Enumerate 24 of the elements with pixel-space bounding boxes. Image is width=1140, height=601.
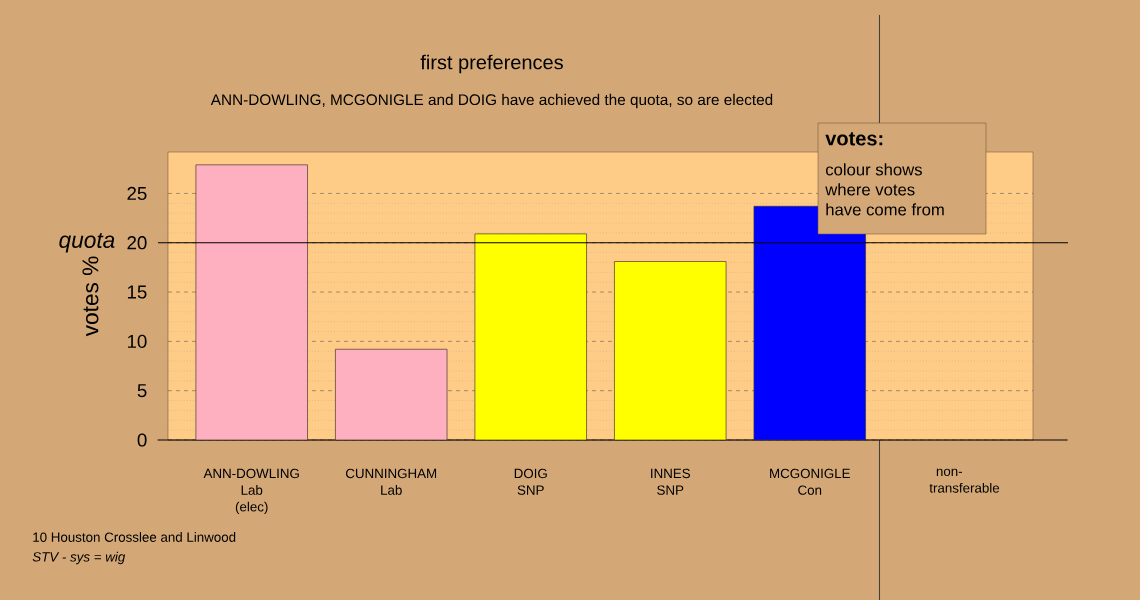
y-tick-label: 25 (127, 187, 147, 201)
bar (195, 164, 308, 441)
y-tick-label: 0 (137, 433, 147, 447)
x-tick-label: non-transferable (929, 468, 1000, 493)
bar (614, 261, 727, 441)
chart-subtitle: ANN-DOWLING, MCGONIGLE and DOIG have achieved the quota, so are elected (210, 94, 773, 109)
ref-line-label: quota (59, 233, 115, 253)
annotation: colour shows where votes have come from (825, 163, 944, 216)
x-tick-label: MCGONIGLE Con (770, 468, 850, 496)
y-tick-label: 5 (137, 384, 147, 398)
y-tick-label: 20 (127, 236, 147, 250)
y-tick-label: 15 (127, 285, 147, 299)
bar (474, 233, 587, 441)
text: STV - sys = wig (32, 552, 126, 565)
text: 10 Houston Crosslee and Linwood (33, 532, 236, 543)
y-axis-title: votes % (82, 256, 99, 337)
x-tick-label: ANN-DOWLING Lab (elec) (203, 468, 299, 515)
x-tick-label: CUNNINGHAM Lab (345, 468, 437, 496)
x-tick-label: DOIG SNP (514, 468, 547, 496)
y-tick-label: 10 (127, 334, 147, 349)
chart-title: first preferences (420, 54, 563, 74)
bar (335, 349, 448, 441)
x-tick-label: INNES SNP (651, 468, 691, 496)
text: votes: (825, 132, 883, 146)
